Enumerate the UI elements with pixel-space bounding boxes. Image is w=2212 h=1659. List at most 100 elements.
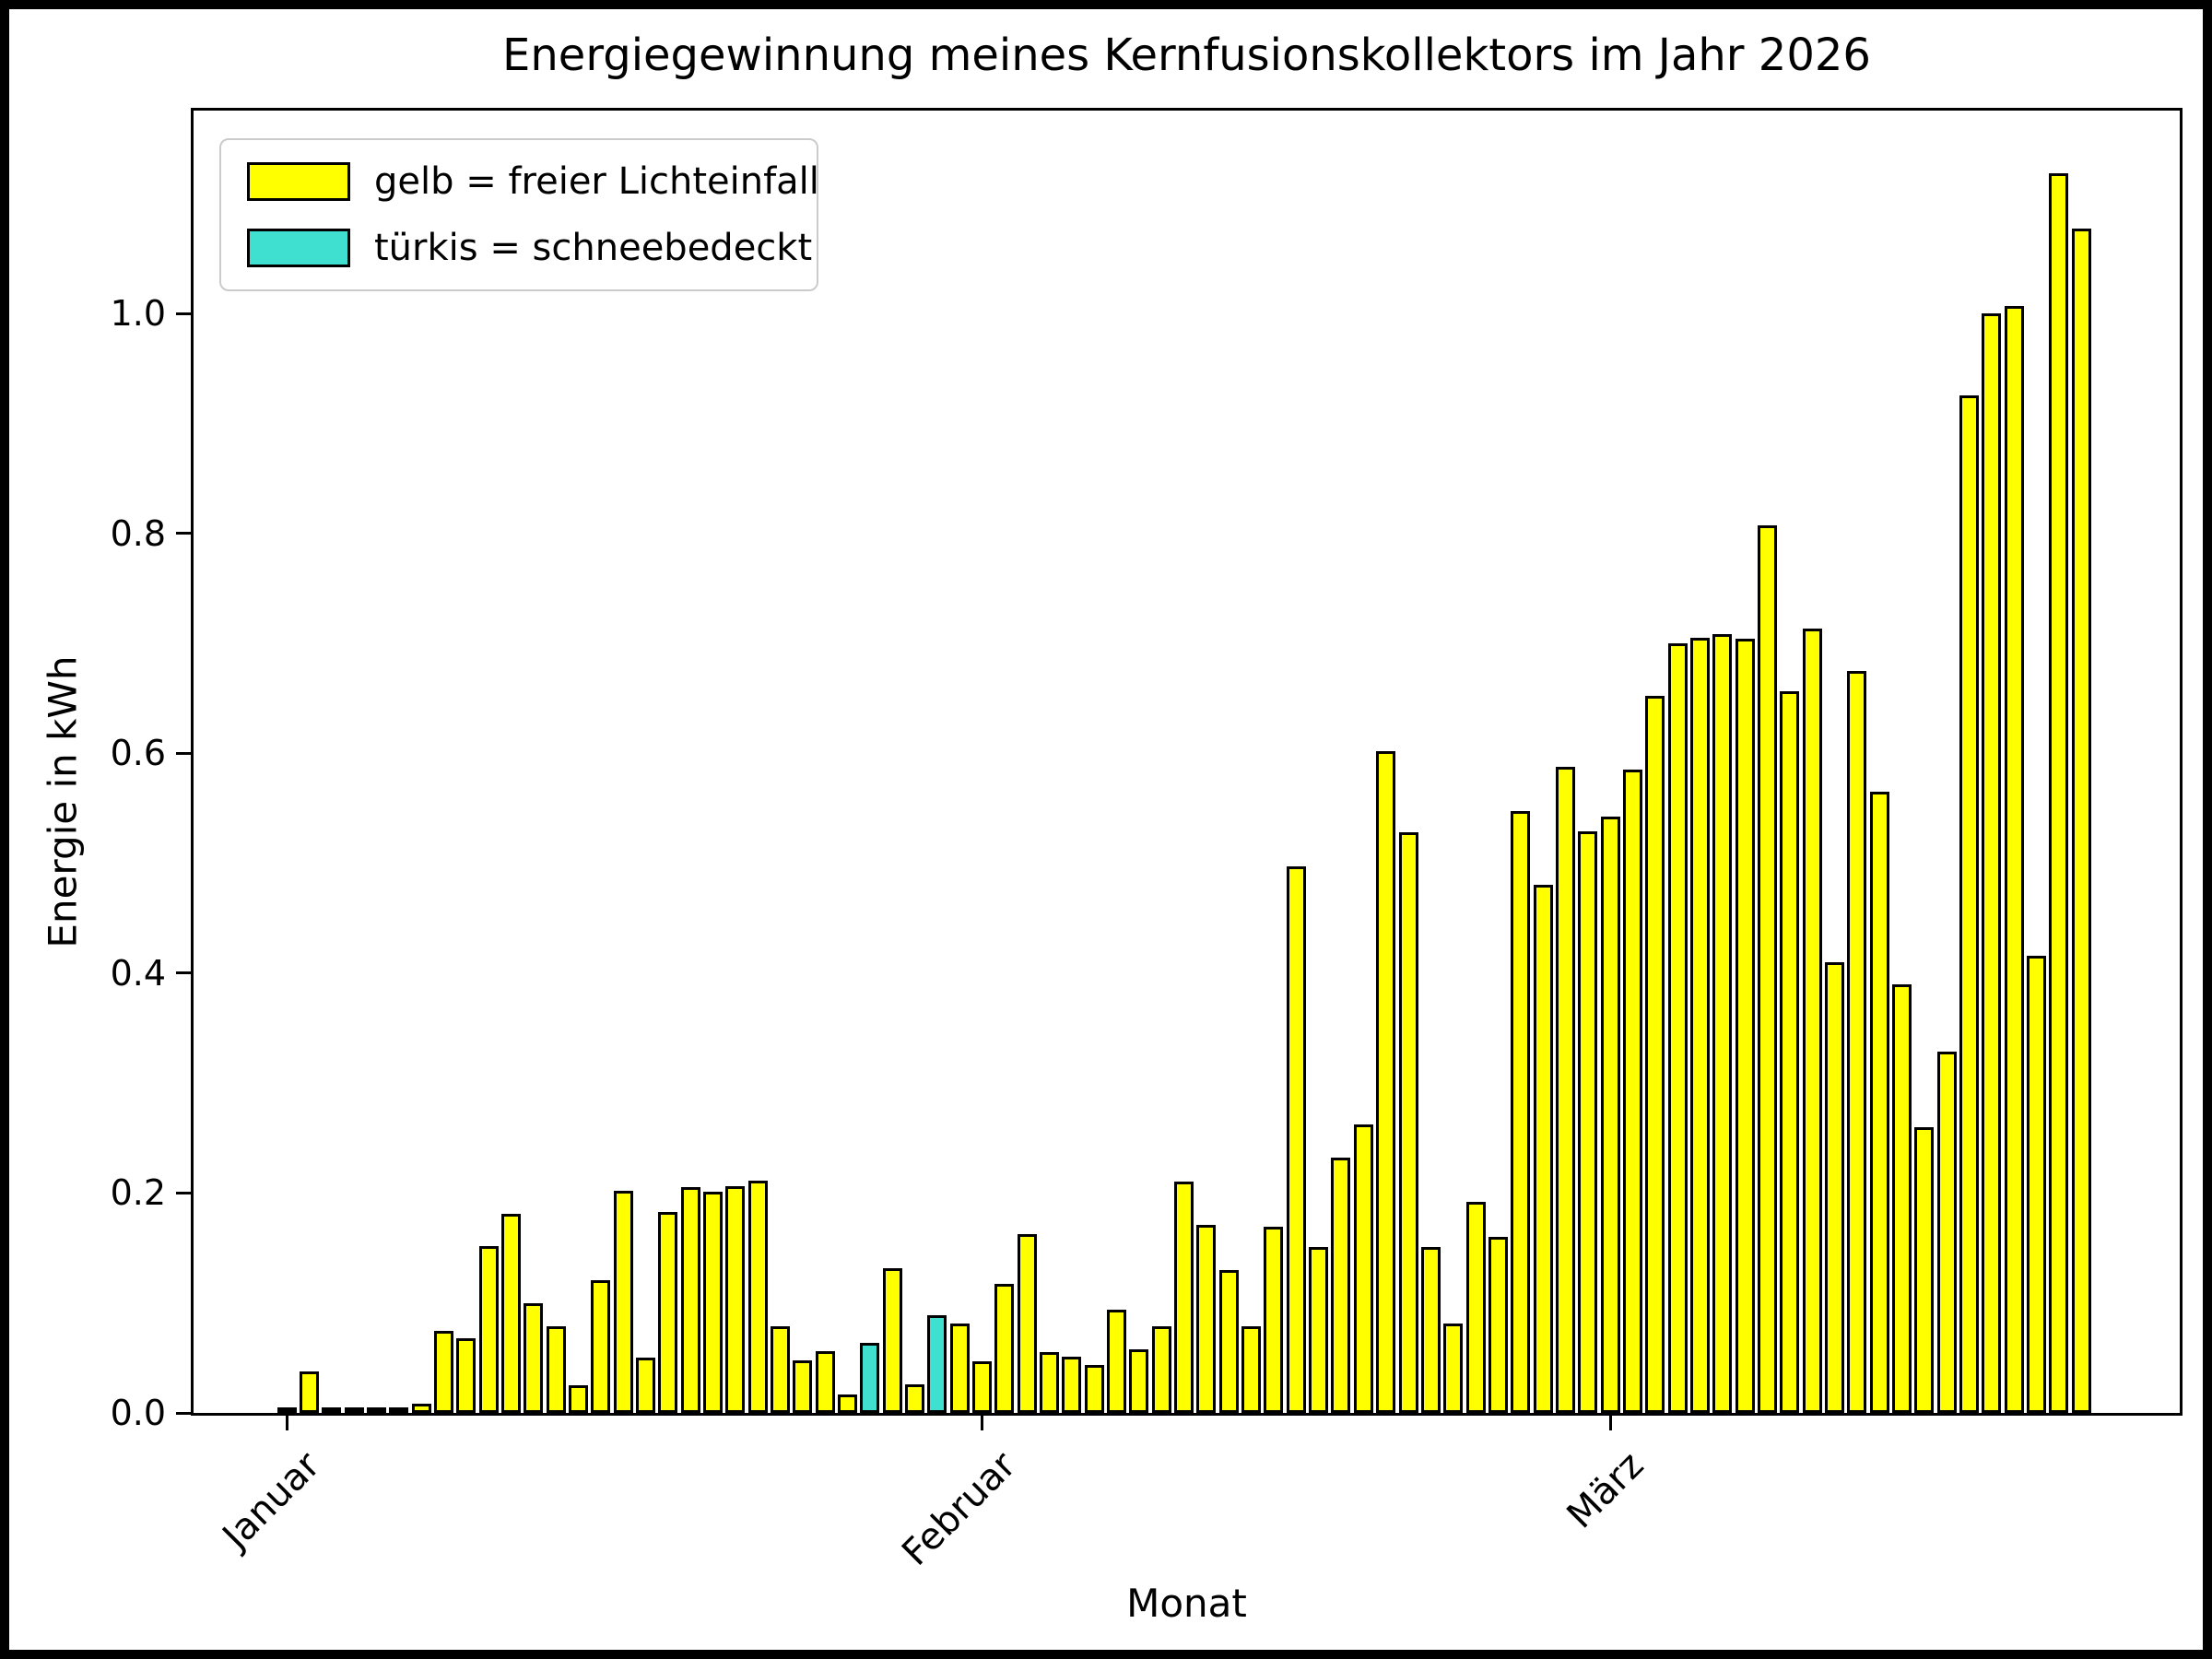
- bar-free-light: [882, 1268, 902, 1413]
- bar-free-light: [1824, 962, 1844, 1413]
- bar-free-light: [389, 1407, 409, 1413]
- bar-free-light: [2004, 306, 2024, 1413]
- bar-free-light: [2071, 229, 2091, 1413]
- bar-free-light: [1174, 1182, 1194, 1413]
- bar-free-light: [299, 1371, 319, 1413]
- legend: gelb = freier Lichteinfall türkis = schn…: [219, 138, 819, 291]
- y-tick-label: 1.0: [110, 293, 166, 334]
- bar-free-light: [1645, 696, 1665, 1413]
- y-tick-label: 0.4: [110, 952, 166, 994]
- bar-free-light: [793, 1360, 813, 1413]
- bar-free-light: [1757, 525, 1777, 1413]
- bar-free-light: [815, 1351, 835, 1413]
- bar-free-light: [1936, 1052, 1957, 1413]
- legend-swatch-yellow: [247, 162, 350, 201]
- legend-label: gelb = freier Lichteinfall: [374, 160, 819, 203]
- bar-free-light: [591, 1280, 611, 1413]
- bar-free-light: [838, 1394, 857, 1413]
- x-tick-mark: [981, 1416, 984, 1430]
- bar-free-light: [1107, 1310, 1127, 1413]
- bar-free-light: [1084, 1365, 1104, 1413]
- bar-free-light: [1511, 811, 1531, 1413]
- bar-free-light: [680, 1187, 700, 1413]
- y-tick-label: 0.6: [110, 733, 166, 774]
- bar-free-light: [1062, 1357, 1082, 1413]
- bar-free-light: [1982, 313, 2002, 1413]
- bar-free-light: [411, 1404, 431, 1413]
- x-tick-label-februar: Februar: [893, 1443, 1024, 1574]
- y-tick-mark: [176, 1191, 191, 1194]
- bar-free-light: [770, 1326, 790, 1413]
- x-tick-mark: [285, 1416, 288, 1430]
- legend-swatch-turquoise: [247, 229, 350, 267]
- bar-snow-covered: [860, 1343, 880, 1413]
- bar-free-light: [1017, 1234, 1037, 1413]
- bar-free-light: [1689, 638, 1710, 1413]
- x-axis-label: Monat: [1126, 1581, 1247, 1626]
- bar-free-light: [524, 1303, 544, 1413]
- y-tick-mark: [176, 971, 191, 975]
- bar-free-light: [725, 1186, 746, 1413]
- bar-free-light: [1914, 1127, 1935, 1413]
- bar-free-light: [1353, 1124, 1373, 1413]
- bar-free-light: [1398, 832, 1418, 1413]
- x-tick-mark: [1608, 1416, 1612, 1430]
- bar-free-light: [276, 1407, 297, 1413]
- bar-free-light: [1129, 1349, 1149, 1413]
- bar-free-light: [456, 1338, 477, 1413]
- bar-free-light: [994, 1284, 1015, 1413]
- bar-free-light: [702, 1192, 723, 1413]
- bar-free-light: [322, 1407, 342, 1413]
- y-tick-label: 0.8: [110, 512, 166, 554]
- bar-free-light: [972, 1361, 993, 1413]
- x-tick-label-märz: März: [1559, 1443, 1653, 1537]
- bar-free-light: [1869, 792, 1889, 1413]
- bar-free-light: [1286, 866, 1306, 1413]
- bar-free-light: [1533, 885, 1553, 1413]
- bar-free-light: [905, 1384, 925, 1413]
- plot-area: [176, 108, 2183, 1430]
- bar-free-light: [635, 1358, 655, 1413]
- bar-free-light: [949, 1324, 970, 1413]
- bar-free-light: [1420, 1247, 1441, 1413]
- legend-item-snow-covered: türkis = schneebedeckt: [247, 227, 812, 269]
- legend-item-free-light: gelb = freier Lichteinfall: [247, 160, 819, 203]
- bar-free-light: [1465, 1202, 1486, 1413]
- chart-title: Energiegewinnung meines Kernfusionskolle…: [502, 29, 1871, 81]
- y-axis-label: Energie in kWh: [40, 655, 86, 948]
- bar-free-light: [433, 1331, 453, 1413]
- bar-snow-covered: [927, 1315, 947, 1413]
- bar-free-light: [747, 1181, 768, 1413]
- bar-free-light: [1555, 767, 1575, 1413]
- bar-free-light: [1959, 395, 1979, 1413]
- y-tick-mark: [176, 751, 191, 755]
- bar-free-light: [546, 1326, 566, 1413]
- y-tick-label: 0.2: [110, 1172, 166, 1214]
- bar-free-light: [1196, 1225, 1217, 1413]
- bar-free-light: [1712, 634, 1733, 1413]
- bar-free-light: [500, 1214, 521, 1413]
- bar-free-light: [1151, 1326, 1171, 1413]
- y-tick-mark: [176, 1411, 191, 1415]
- bar-free-light: [1443, 1324, 1464, 1413]
- bar-free-light: [2049, 173, 2069, 1413]
- bar-free-light: [344, 1407, 364, 1413]
- y-tick-mark: [176, 532, 191, 535]
- bar-free-light: [1847, 671, 1867, 1413]
- bar-free-light: [1309, 1247, 1329, 1413]
- bar-free-light: [1488, 1237, 1508, 1413]
- bar-free-light: [2027, 956, 2047, 1413]
- bar-free-light: [1667, 643, 1688, 1413]
- bar-free-light: [1600, 817, 1620, 1413]
- bar-free-light: [1218, 1270, 1239, 1413]
- bar-free-light: [1891, 984, 1912, 1413]
- x-tick-label-januar: Januar: [215, 1443, 329, 1558]
- bar-free-light: [1376, 751, 1396, 1413]
- bar-free-light: [568, 1385, 588, 1413]
- bar-free-light: [1040, 1352, 1060, 1413]
- bar-free-light: [366, 1407, 386, 1413]
- bar-free-light: [1264, 1227, 1284, 1413]
- legend-label: türkis = schneebedeckt: [374, 227, 813, 269]
- bar-free-light: [1802, 629, 1822, 1413]
- bar-free-light: [1578, 831, 1598, 1413]
